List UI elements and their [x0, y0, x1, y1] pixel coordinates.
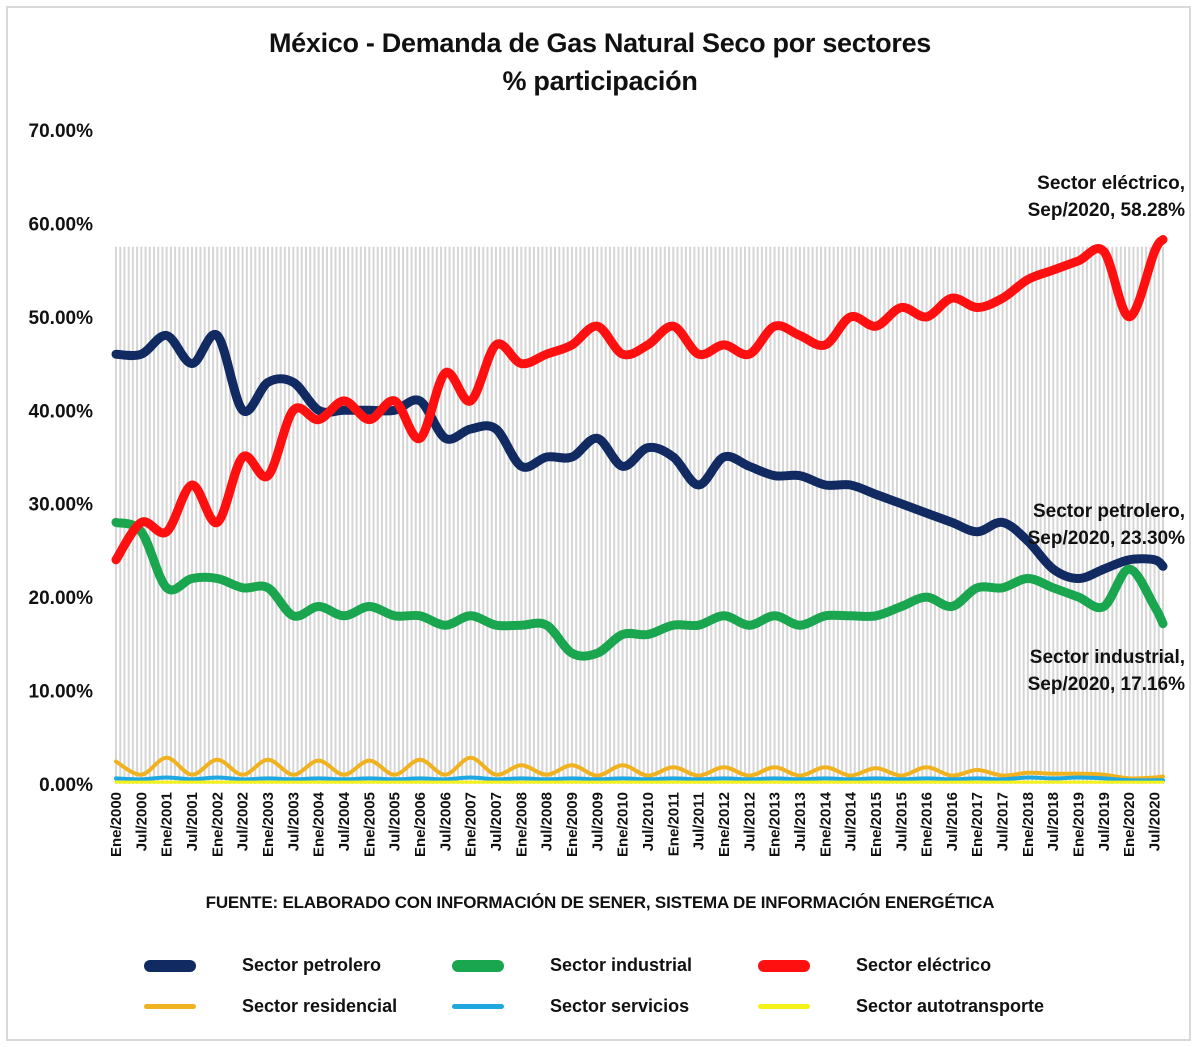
x-tick-label: Ene/2005: [361, 792, 378, 857]
annotation-label: Sector industrial,: [1030, 647, 1185, 668]
x-tick-label: Ene/2011: [665, 792, 682, 856]
x-tick-label: Jul/2018: [1045, 792, 1062, 851]
chart-subtitle: % participación: [502, 66, 698, 96]
x-tick-label: Ene/2013: [767, 792, 784, 857]
x-tick-label: Ene/2003: [260, 792, 277, 857]
x-tick-label: Jul/2019: [1096, 792, 1113, 851]
legend-item-servicios: Sector servicios: [452, 996, 689, 1017]
y-tick-label: 70.00%: [29, 121, 94, 142]
y-tick-label: 10.00%: [29, 682, 94, 703]
x-tick-label: Jul/2016: [944, 792, 961, 851]
x-tick-label: Jul/2017: [995, 792, 1012, 851]
x-tick-label: Ene/2014: [817, 791, 834, 857]
x-tick-label: Jul/2001: [184, 792, 201, 851]
y-tick-label: 40.00%: [29, 401, 94, 422]
x-tick-label: Jul/2020: [1147, 792, 1164, 851]
x-tick-label: Ene/2015: [868, 792, 885, 857]
y-tick-label: 0.00%: [39, 775, 93, 796]
legend-label: Sector residencial: [242, 996, 398, 1016]
legend-swatch-autotransporte: [758, 1004, 810, 1009]
series-line-sector-industrial: [111, 517, 1168, 661]
series-line-sector-petrolero: [111, 329, 1168, 583]
x-tick-label: Jul/2005: [387, 792, 404, 851]
legend-item-electrico: Sector eléctrico: [758, 955, 991, 976]
chart-plot: 0.00% 10.00% 20.00% 30.00% 40.00% 50.00% 60.00…: [29, 121, 1186, 857]
x-tick-label: Jul/2008: [539, 792, 556, 851]
x-tick-label: Ene/2004: [311, 791, 328, 857]
x-tick-label: Ene/2010: [615, 792, 632, 857]
x-tick-label: Jul/2011: [691, 792, 708, 850]
x-tick-label: Jul/2010: [640, 792, 657, 851]
series-line-sector-servicios: [114, 775, 1165, 783]
plot-background-stripes: [115, 246, 1164, 784]
x-tick-label: Ene/2001: [159, 792, 176, 857]
y-tick-label: 50.00%: [29, 308, 94, 329]
annotations: Sector eléctrico, Sep/2020, 58.28% Sector …: [1028, 173, 1185, 695]
legend-item-petrolero: Sector petrolero: [144, 955, 381, 976]
x-tick-label: Jul/2009: [589, 792, 606, 851]
x-tick-label: Ene/2020: [1121, 792, 1138, 857]
x-tick-label: Ene/2017: [969, 792, 986, 857]
x-axis-ticks: Ene/2000 Jul/2000 Ene/2001 Jul/2001 Ene/2002…: [108, 791, 1164, 857]
annotation-label: Sep/2020, 23.30%: [1028, 528, 1185, 549]
legend-swatch-servicios: [452, 1004, 504, 1009]
x-tick-label: Jul/2013: [792, 792, 809, 851]
legend-label: Sector petrolero: [242, 955, 382, 975]
x-tick-label: Ene/2002: [209, 792, 226, 857]
legend-swatch-electrico: [758, 959, 810, 972]
x-tick-label: Jul/2014: [843, 791, 860, 851]
annotation-label: Sector eléctrico,: [1037, 173, 1185, 194]
source-note: FUENTE: ELABORADO CON INFORMACIÓN DE SEN…: [205, 893, 995, 912]
annotation-label: Sector petrolero,: [1033, 501, 1185, 522]
series-lines: [111, 235, 1168, 784]
y-axis-ticks: 0.00% 10.00% 20.00% 30.00% 40.00% 50.00% 60.00…: [29, 121, 94, 796]
x-tick-label: Jul/2000: [133, 792, 150, 851]
x-tick-label: Jul/2015: [893, 792, 910, 851]
annotation-label: Sep/2020, 17.16%: [1028, 674, 1185, 695]
legend-swatch-residencial: [144, 1004, 196, 1009]
x-tick-label: Jul/2003: [285, 792, 302, 851]
x-tick-label: Jul/2006: [437, 792, 454, 851]
x-tick-label: Ene/2000: [108, 792, 125, 857]
x-tick-label: Ene/2016: [919, 792, 936, 857]
legend-item-industrial: Sector industrial: [452, 955, 692, 976]
y-tick-label: 20.00%: [29, 588, 94, 609]
legend-label: Sector autotransporte: [856, 996, 1045, 1016]
x-tick-label: Ene/2012: [716, 792, 733, 857]
legend-item-autotransporte: Sector autotransporte: [758, 996, 1044, 1017]
legend-swatch-industrial: [452, 959, 504, 972]
annotation-label: Sep/2020, 58.28%: [1028, 200, 1185, 221]
x-tick-label: Ene/2006: [412, 792, 429, 857]
x-tick-label: Ene/2019: [1071, 792, 1088, 857]
chart-title: México - Demanda de Gas Natural Seco por…: [268, 28, 932, 58]
legend-label: Sector industrial: [550, 955, 693, 975]
legend-label: Sector eléctrico: [856, 955, 992, 975]
y-tick-label: 60.00%: [29, 214, 94, 235]
series-line-sector-el-ctrico: [111, 235, 1168, 565]
x-tick-label: Jul/2007: [488, 792, 505, 851]
series-line-sector-residencial: [114, 755, 1165, 781]
legend-label: Sector servicios: [550, 996, 690, 1016]
x-tick-label: Jul/2012: [741, 792, 758, 851]
x-tick-label: Ene/2007: [463, 792, 480, 857]
legend-swatch-petrolero: [144, 959, 196, 972]
x-tick-label: Ene/2018: [1020, 792, 1037, 857]
legend-item-residencial: Sector residencial: [144, 996, 397, 1017]
x-tick-label: Jul/2004: [336, 791, 353, 851]
x-tick-label: Jul/2002: [235, 792, 252, 851]
x-tick-label: Ene/2009: [564, 792, 581, 857]
y-tick-label: 30.00%: [29, 495, 94, 516]
x-tick-label: Ene/2008: [513, 792, 530, 857]
